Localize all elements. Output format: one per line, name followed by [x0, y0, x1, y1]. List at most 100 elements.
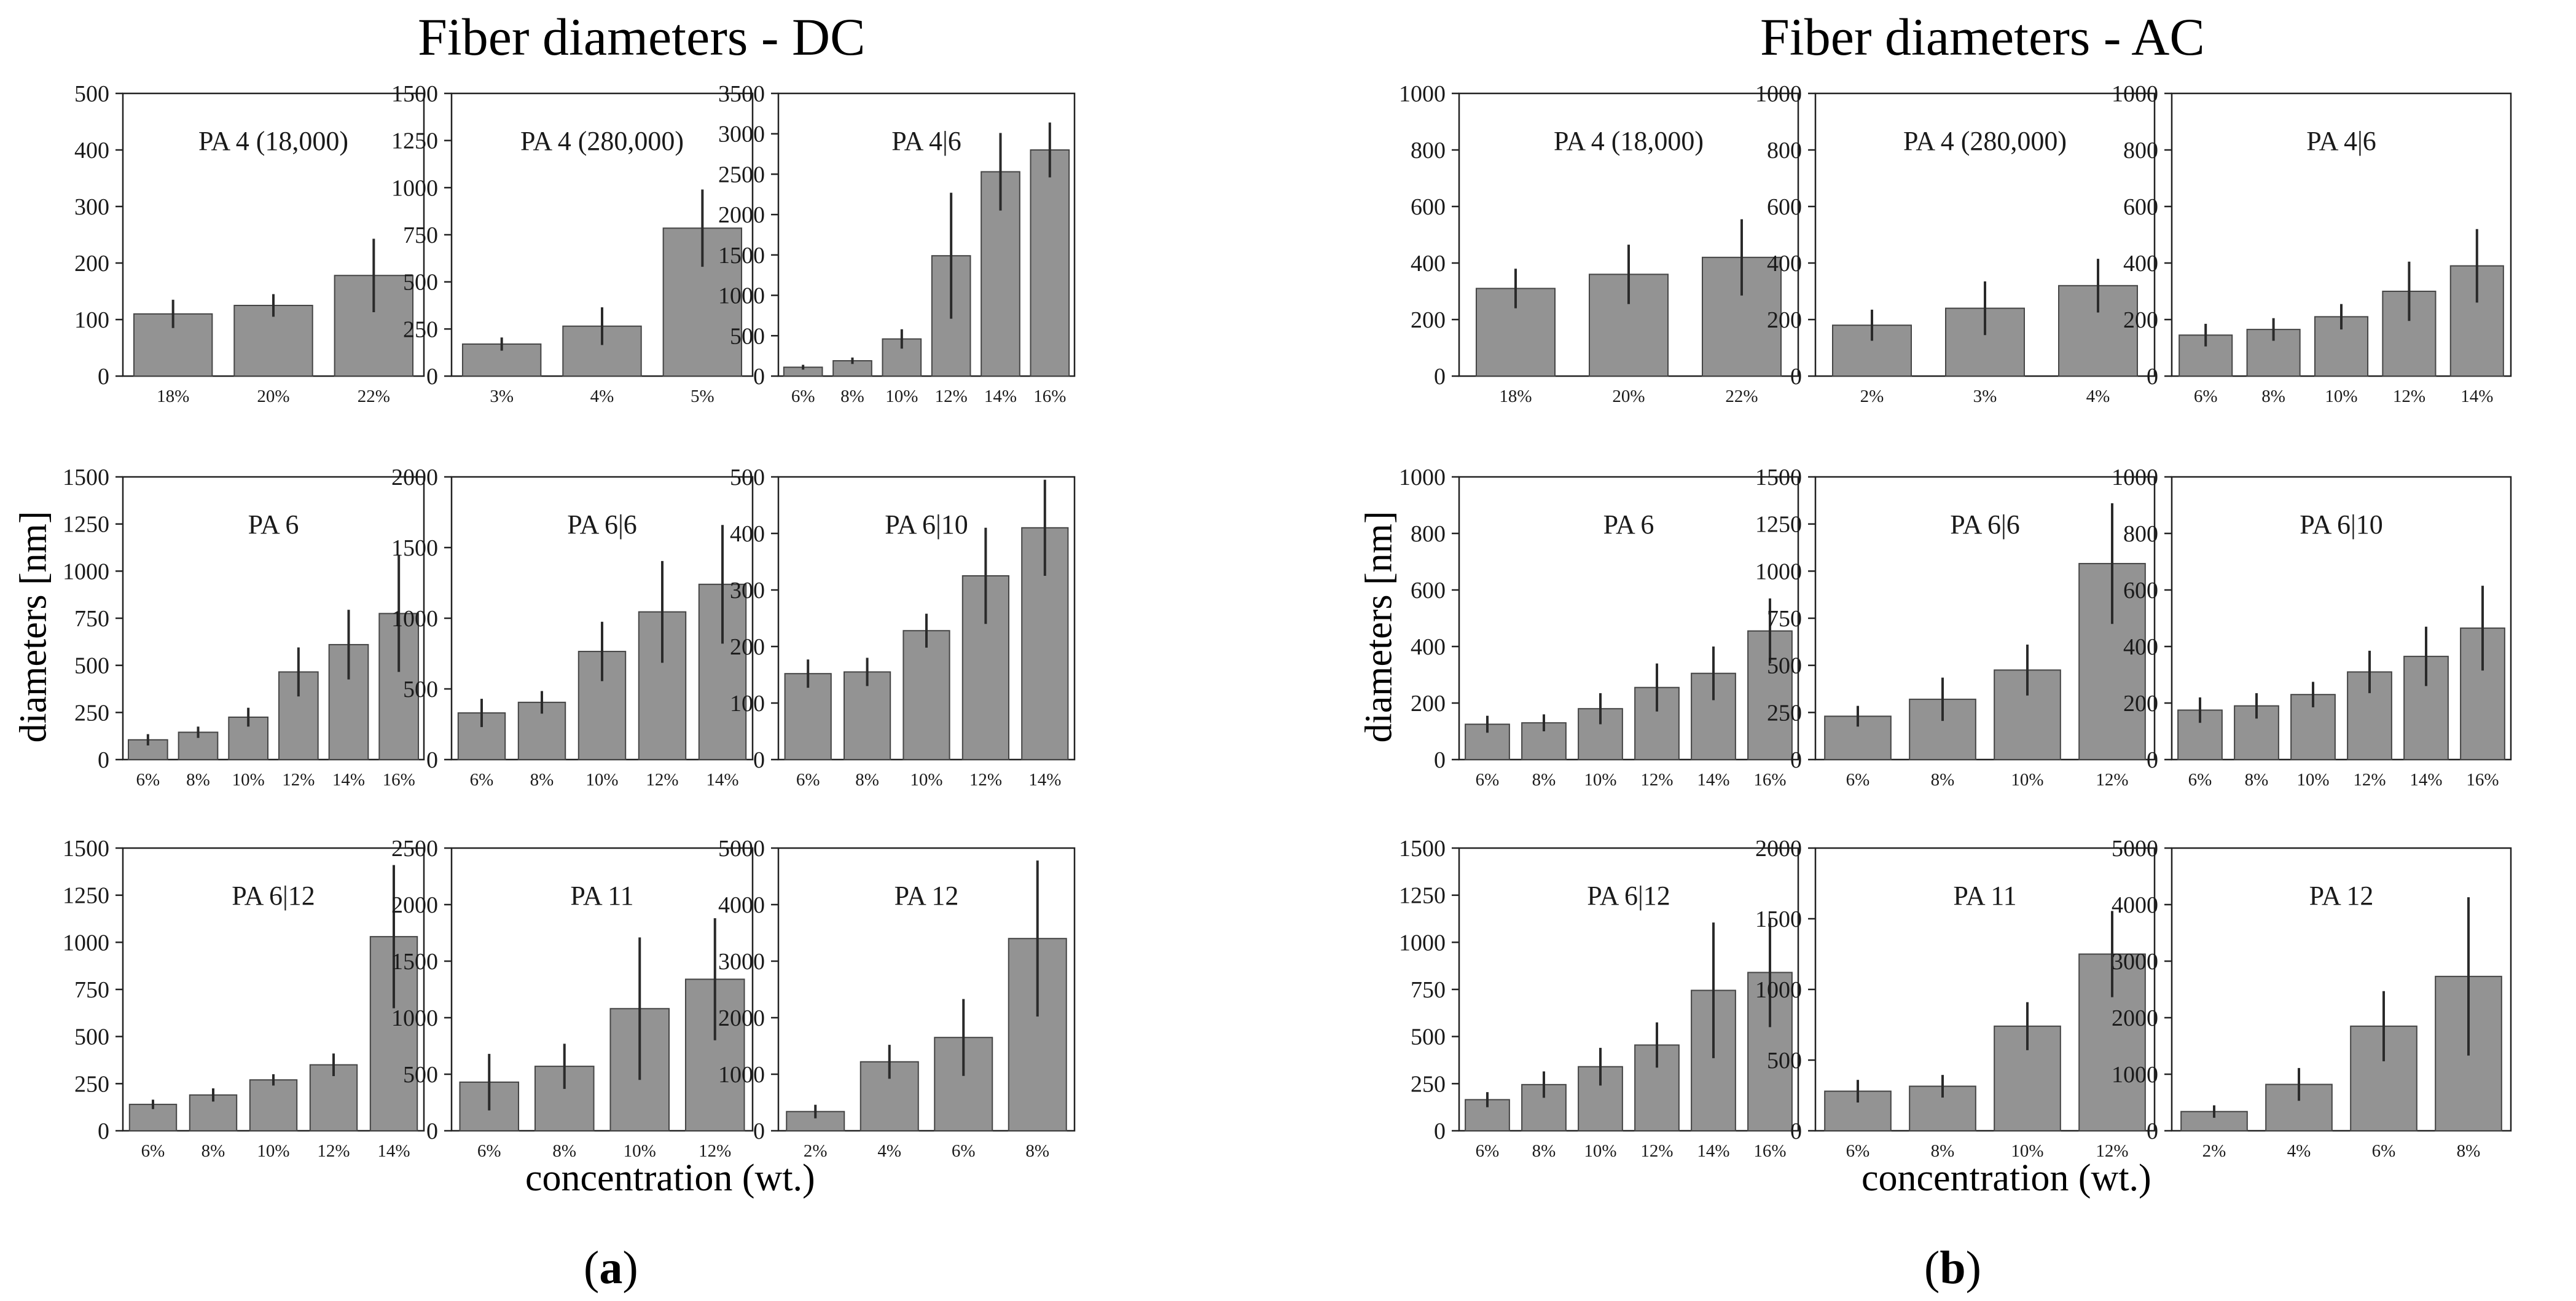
- dc-chart-3-y-tick-label: 3000: [718, 122, 765, 147]
- dc-chart-2-title: PA 4 (280,000): [520, 126, 684, 156]
- ac-chart-4-y-tick-label: 200: [1411, 691, 1446, 717]
- dc-chart-9-x-tick-label: 2%: [804, 1141, 828, 1161]
- dc-chart-6-bar: [784, 673, 832, 761]
- ac-chart-4-frame: [1458, 476, 1799, 761]
- ac-chart-6-y-tick-label: 400: [2123, 634, 2158, 660]
- ac-chart-1-y-tick-label: 400: [1411, 251, 1446, 277]
- dc-chart-8-y-tick-label: 1000: [391, 1005, 438, 1031]
- dc-chart-1-y-tick-label: 200: [74, 251, 109, 277]
- ac-chart-7-y-tick-label: 1250: [1399, 883, 1446, 909]
- ac-chart-5-title: PA 6|6: [1950, 509, 2020, 540]
- dc-chart-5-x-tick-label: 6%: [470, 770, 494, 790]
- ac-chart-5-x-tick-label: 6%: [1846, 770, 1870, 790]
- ac-chart-6-x-tick-label: 12%: [2353, 770, 2386, 790]
- ac-chart-4-x-tick-label: 12%: [1640, 770, 1673, 790]
- ac-chart-7-y-tick-label: 1000: [1399, 930, 1446, 956]
- ac-chart-8-bar: [1824, 1090, 1892, 1131]
- dc-chart-4-y-tick-label: 750: [74, 606, 109, 632]
- dc-chart-9-x-tick-label: 8%: [1025, 1141, 1049, 1161]
- dc-chart-3-x-tick-label: 10%: [885, 387, 918, 406]
- ac-chart-7-x-tick-label: 10%: [1584, 1141, 1616, 1161]
- ac-chart-2-x-tick-label: 4%: [2086, 387, 2110, 406]
- panel-letter-b: (b): [1924, 1242, 1981, 1294]
- dc-chart-9-y-tick-label: 3000: [718, 949, 765, 975]
- ac-chart-3-y-tick-label: 600: [2123, 194, 2158, 220]
- ac-chart-6-y-tick-label: 1000: [2112, 465, 2158, 490]
- dc-chart-4-y-tick-label: 500: [74, 653, 109, 679]
- ac-chart-4-y-tick-label: 400: [1411, 634, 1446, 660]
- dc-chart-1-bar: [133, 313, 213, 377]
- dc-chart-5-y-tick-label: 1000: [391, 606, 438, 632]
- dc-chart-6-bar: [902, 630, 950, 760]
- ac-chart-9-y-tick-label: 5000: [2112, 836, 2158, 862]
- ac-chart-2-y-tick-label: 0: [1790, 364, 1802, 390]
- ac-chart-8-title: PA 11: [1953, 881, 2016, 911]
- dc-chart-4-y-tick-label: 1000: [63, 559, 109, 584]
- dc-chart-6-x-tick-label: 12%: [969, 770, 1002, 790]
- ac-chart-9-x-tick-label: 6%: [2372, 1141, 2396, 1161]
- ac-chart-3-y-tick-label: 200: [2123, 307, 2158, 333]
- ac-chart-4-title: PA 6: [1603, 509, 1654, 540]
- dc-chart-2-y-tick-label: 500: [403, 270, 438, 296]
- dc-chart-7-title: PA 6|12: [232, 881, 315, 911]
- dc-chart-7-y-tick-label: 750: [74, 977, 109, 1003]
- dc-chart-5-bar: [577, 651, 627, 761]
- dc-chart-4-x-tick-label: 14%: [332, 770, 365, 790]
- ac-chart-5-y-tick-label: 1000: [1755, 559, 1802, 584]
- ac-chart-5-y-tick-label: 1250: [1755, 512, 1802, 538]
- ac-chart-7-title: PA 6|12: [1587, 881, 1670, 911]
- dc-chart-9-title: PA 12: [895, 881, 959, 911]
- dc-chart-6-y-tick-label: 100: [730, 691, 765, 717]
- dc-chart-5-title: PA 6|6: [567, 509, 637, 540]
- ac-chart-2-y-tick-label: 400: [1767, 251, 1802, 277]
- dc-chart-7-y-tick-label: 1000: [63, 930, 109, 956]
- ac-chart-9-y-tick-label: 0: [2147, 1118, 2158, 1144]
- dc-chart-6-x-tick-label: 14%: [1028, 770, 1061, 790]
- ac-chart-8-x-tick-label: 8%: [1931, 1141, 1955, 1161]
- ac-chart-9-frame: [2171, 847, 2512, 1132]
- ac-chart-3-x-tick-label: 12%: [2393, 387, 2425, 406]
- dc-chart-1-y-tick-label: 500: [74, 81, 109, 107]
- dc-chart-3-y-tick-label: 1500: [718, 243, 765, 269]
- dc-chart-6-x-tick-label: 10%: [910, 770, 942, 790]
- ac-chart-3-title: PA 4|6: [2306, 126, 2376, 156]
- dc-chart-3-x-tick-label: 8%: [840, 387, 864, 406]
- dc-chart-2-y-tick-label: 750: [403, 222, 438, 248]
- ac-chart-9-x-tick-label: 8%: [2457, 1141, 2481, 1161]
- dc-chart-4-y-tick-label: 250: [74, 700, 109, 726]
- dc-chart-1-x-tick-label: 18%: [157, 387, 189, 406]
- ac-chart-3-y-tick-label: 400: [2123, 251, 2158, 277]
- dc-chart-2-x-tick-label: 4%: [590, 387, 614, 406]
- ac-chart-1-y-tick-label: 800: [1411, 138, 1446, 163]
- ac-chart-6-x-tick-label: 10%: [2296, 770, 2329, 790]
- dc-chart-4-x-tick-label: 16%: [383, 770, 415, 790]
- dc-chart-6-y-tick-label: 200: [730, 634, 765, 660]
- dc-chart-5-x-tick-label: 8%: [530, 770, 554, 790]
- ac-chart-9-y-tick-label: 4000: [2112, 892, 2158, 918]
- dc-chart-7-x-tick-label: 14%: [377, 1141, 410, 1161]
- ac-chart-3-x-tick-label: 10%: [2325, 387, 2357, 406]
- dc-chart-9-y-tick-label: 1000: [718, 1062, 765, 1088]
- dc-chart-4-x-tick-label: 6%: [136, 770, 160, 790]
- dc-figure-title: Fiber diameters - DC: [418, 7, 866, 66]
- dc-chart-6-bar: [844, 671, 891, 761]
- dc-chart-6-title: PA 6|10: [885, 509, 968, 540]
- dc-chart-6-y-tick-label: 500: [730, 465, 765, 490]
- dc-chart-4-y-tick-label: 0: [98, 747, 109, 773]
- dc-chart-7-y-tick-label: 1250: [63, 883, 109, 909]
- dc-chart-3-frame: [777, 92, 1076, 377]
- dc-chart-3-x-tick-label: 12%: [935, 387, 968, 406]
- ac-chart-6-title: PA 6|10: [2300, 509, 2383, 540]
- ac-chart-6-x-tick-label: 16%: [2466, 770, 2499, 790]
- ac-chart-5-y-tick-label: 250: [1767, 700, 1802, 726]
- dc-chart-7-x-tick-label: 10%: [257, 1141, 289, 1161]
- dc-chart-8-title: PA 11: [570, 881, 633, 911]
- ac-chart-2-y-tick-label: 200: [1767, 307, 1802, 333]
- ac-chart-9-y-tick-label: 3000: [2112, 949, 2158, 975]
- ac-chart-5-bar: [2078, 563, 2146, 760]
- dc-chart-2-y-tick-label: 250: [403, 316, 438, 342]
- dc-chart-2-y-tick-label: 1250: [391, 128, 438, 154]
- dc-chart-9-y-tick-label: 0: [753, 1118, 765, 1144]
